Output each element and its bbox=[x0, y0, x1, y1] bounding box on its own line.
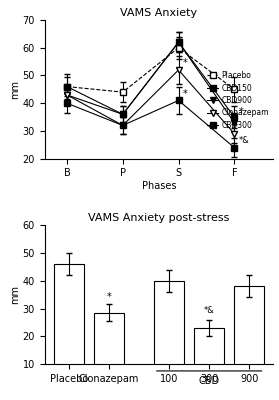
Text: *: * bbox=[183, 88, 188, 98]
Y-axis label: mm: mm bbox=[10, 80, 20, 99]
Text: *&: *& bbox=[239, 136, 250, 145]
Bar bbox=[234, 286, 264, 392]
Title: VAMS Anxiety: VAMS Anxiety bbox=[121, 8, 198, 18]
Text: *: * bbox=[183, 58, 188, 68]
Legend: Placebo, CBD150, CBD900, Clonazepam, CBD300: Placebo, CBD150, CBD900, Clonazepam, CBD… bbox=[204, 68, 272, 133]
Text: CBD: CBD bbox=[199, 376, 220, 386]
Text: *&: *& bbox=[204, 306, 215, 316]
Bar bbox=[194, 328, 224, 392]
Title: VAMS Anxiety post-stress: VAMS Anxiety post-stress bbox=[88, 213, 230, 223]
X-axis label: Phases: Phases bbox=[142, 181, 176, 191]
Y-axis label: mm: mm bbox=[10, 285, 20, 304]
Bar bbox=[154, 281, 184, 392]
Text: *: * bbox=[107, 292, 111, 302]
Bar bbox=[94, 313, 124, 392]
Text: *: * bbox=[239, 106, 244, 116]
Bar bbox=[54, 264, 84, 392]
